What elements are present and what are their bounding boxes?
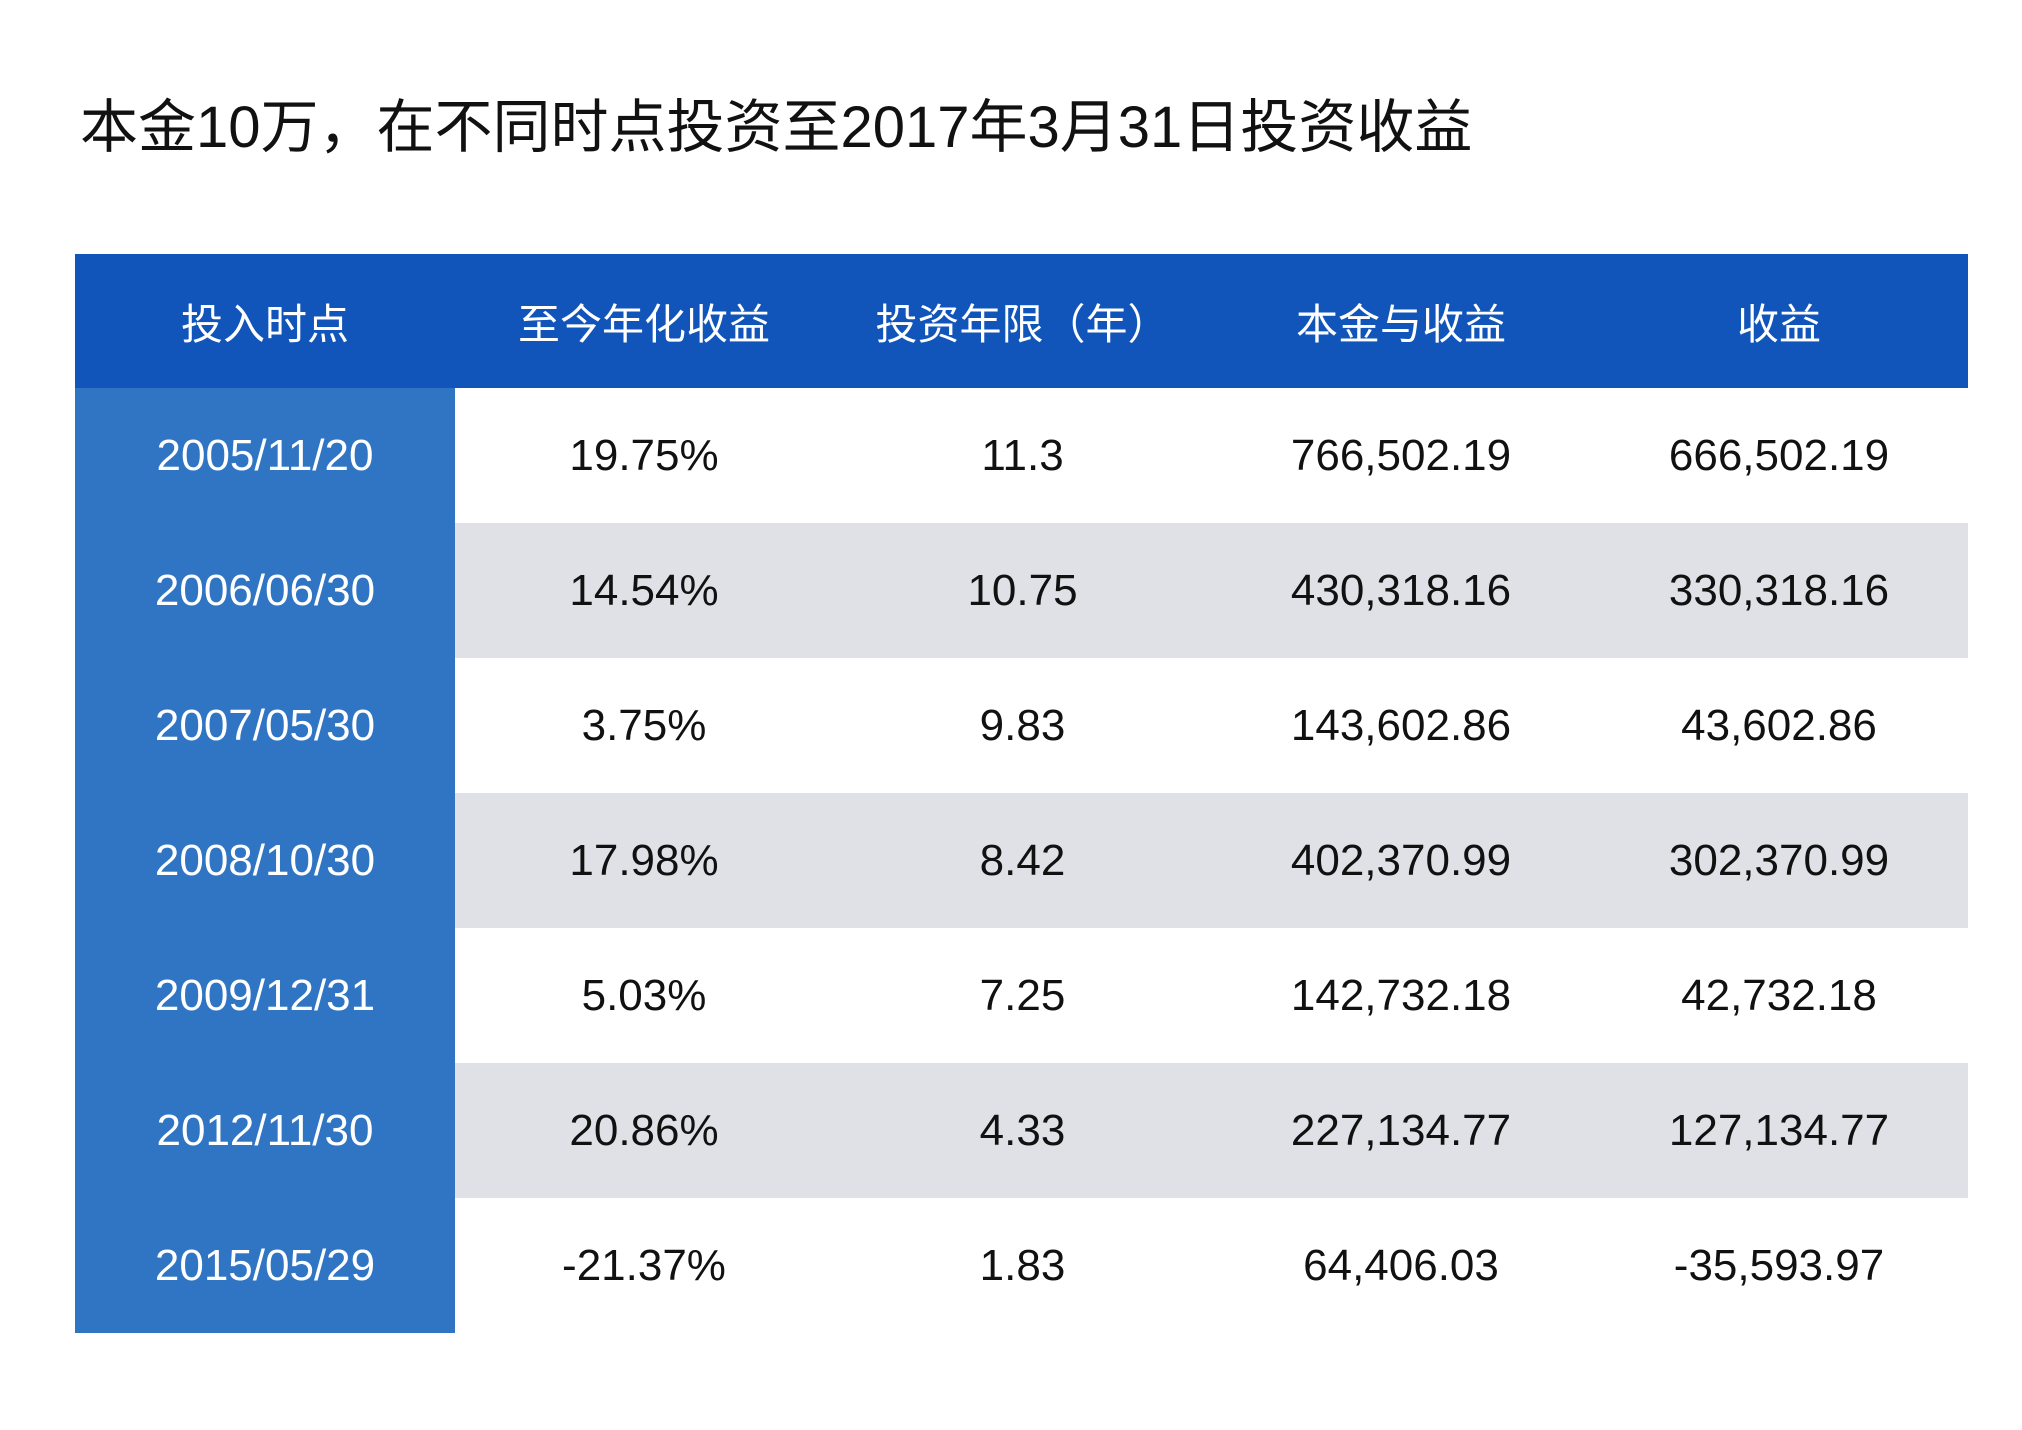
cell-invest-date: 2008/10/30 — [75, 793, 455, 928]
cell-annualized-return: 14.54% — [455, 523, 833, 658]
cell-investment-years: 10.75 — [833, 523, 1212, 658]
cell-principal-and-return: 142,732.18 — [1212, 928, 1590, 1063]
cell-annualized-return: 3.75% — [455, 658, 833, 793]
cell-principal-and-return: 402,370.99 — [1212, 793, 1590, 928]
cell-invest-date: 2006/06/30 — [75, 523, 455, 658]
cell-return: 302,370.99 — [1590, 793, 1968, 928]
header-annualized-return: 至今年化收益 — [517, 300, 770, 348]
header-principal-and-return: 本金与收益 — [1295, 300, 1506, 348]
cell-return: 666,502.19 — [1590, 388, 1968, 523]
cell-return: 43,602.86 — [1590, 658, 1968, 793]
cell-principal-and-return: 430,318.16 — [1212, 523, 1590, 658]
table-row: 2009/12/31 5.03% 7.25 142,732.18 42,732.… — [75, 928, 1968, 1063]
cell-return: 127,134.77 — [1590, 1063, 1968, 1198]
cell-investment-years: 8.42 — [833, 793, 1212, 928]
cell-principal-and-return: 143,602.86 — [1212, 658, 1590, 793]
header-investment-years: 投资年限（年） — [875, 300, 1170, 348]
table-row: 2006/06/30 14.54% 10.75 430,318.16 330,3… — [75, 523, 1968, 658]
cell-invest-date: 2012/11/30 — [75, 1063, 455, 1198]
cell-annualized-return: 19.75% — [455, 388, 833, 523]
cell-investment-years: 4.33 — [833, 1063, 1212, 1198]
cell-invest-date: 2007/05/30 — [75, 658, 455, 793]
cell-principal-and-return: 64,406.03 — [1212, 1198, 1590, 1333]
returns-table: 投入时点 至今年化收益 投资年限（年） 本金与收益 收益 2005/11/20 … — [75, 254, 1968, 1333]
table-header-row: 投入时点 至今年化收益 投资年限（年） 本金与收益 收益 — [75, 254, 1968, 388]
cell-investment-years: 7.25 — [833, 928, 1212, 1063]
cell-invest-date: 2015/05/29 — [75, 1198, 455, 1333]
cell-annualized-return: -21.37% — [455, 1198, 833, 1333]
cell-principal-and-return: 227,134.77 — [1212, 1063, 1590, 1198]
table-row: 2008/10/30 17.98% 8.42 402,370.99 302,37… — [75, 793, 1968, 928]
table-row: 2012/11/30 20.86% 4.33 227,134.77 127,13… — [75, 1063, 1968, 1198]
header-return: 收益 — [1736, 300, 1821, 348]
table-row: 2005/11/20 19.75% 11.3 766,502.19 666,50… — [75, 388, 1968, 523]
cell-investment-years: 9.83 — [833, 658, 1212, 793]
page-title: 本金10万，在不同时点投资至2017年3月31日投资收益 — [80, 95, 1473, 160]
table-row: 2015/05/29 -21.37% 1.83 64,406.03 -35,59… — [75, 1198, 1968, 1333]
cell-investment-years: 11.3 — [833, 388, 1212, 523]
cell-annualized-return: 5.03% — [455, 928, 833, 1063]
cell-return: 330,318.16 — [1590, 523, 1968, 658]
cell-return: 42,732.18 — [1590, 928, 1968, 1063]
cell-invest-date: 2009/12/31 — [75, 928, 455, 1063]
cell-principal-and-return: 766,502.19 — [1212, 388, 1590, 523]
header-invest-date: 投入时点 — [180, 300, 349, 348]
cell-annualized-return: 17.98% — [455, 793, 833, 928]
cell-investment-years: 1.83 — [833, 1198, 1212, 1333]
cell-invest-date: 2005/11/20 — [75, 388, 455, 523]
cell-return: -35,593.97 — [1590, 1198, 1968, 1333]
cell-annualized-return: 20.86% — [455, 1063, 833, 1198]
table-row: 2007/05/30 3.75% 9.83 143,602.86 43,602.… — [75, 658, 1968, 793]
